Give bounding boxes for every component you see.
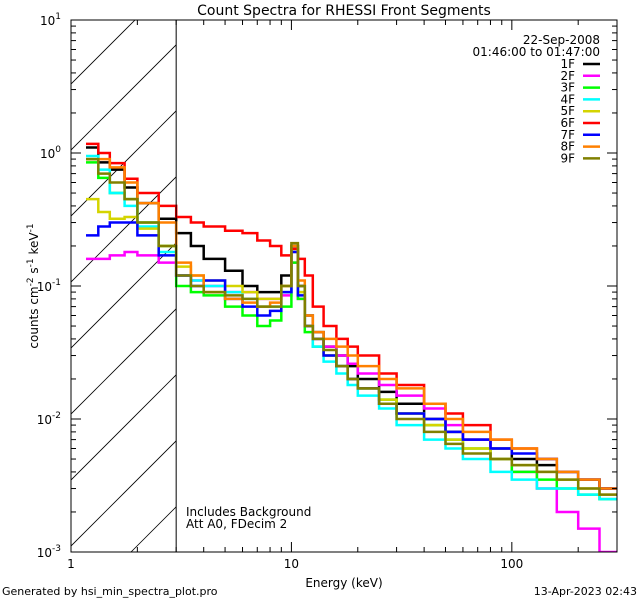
footer-timestamp: 13-Apr-2023 02:43 [534,585,637,598]
legend-label-9F: 9F [560,151,575,165]
hatch-line [0,0,137,552]
legend-label-6F: 6F [560,116,575,130]
time-range-text: 01:46:00 to 01:47:00 [473,45,600,59]
hatch-line [71,242,176,349]
hatch-line [71,20,136,85]
series-line-2F [86,250,617,552]
legend-label-5F: 5F [560,104,575,118]
footer-generated-by: Generated by hsi_min_spectra_plot.pro [2,585,218,598]
x-axis-label: Energy (keV) [305,576,382,590]
legend-label-3F: 3F [560,81,575,95]
series-line-9F [86,157,617,496]
legend-label-7F: 7F [560,128,575,142]
legend-label-1F: 1F [560,57,575,71]
legend-label-2F: 2F [560,69,575,83]
hatch-line [71,308,176,415]
x-tick-label: 1 [67,557,75,571]
legend-label-8F: 8F [560,140,575,154]
legend-label-4F: 4F [560,92,575,106]
hatch-line [263,0,640,552]
series-line-8F [86,157,617,490]
hatch-line [71,374,176,481]
excluded-energy-hatch [0,0,640,552]
annotation-attenuator: Att A0, FDecim 2 [186,517,287,531]
y-tick-label: 100 [40,145,61,161]
x-tick-label: 10 [284,557,299,571]
annotation-background: Includes Background [186,505,311,519]
hatch-line [71,176,176,283]
hatch-line [71,44,176,151]
series-line-6F [86,142,617,490]
date-text: 22-Sep-2008 [523,33,600,47]
y-axis-label: counts cm-2 s-1 keV-1 [26,223,41,348]
y-tick-label: 101 [40,12,61,28]
x-tick-label: 100 [500,557,523,571]
hatch-line [71,440,176,547]
y-tick-label: 10-3 [37,544,61,560]
date-label: 22-Sep-2008 [523,33,600,47]
y-tick-label: 10-2 [37,411,61,427]
chart-title: Count Spectra for RHESSI Front Segments [197,3,491,19]
series-line-1F [86,146,617,490]
y-tick-label: 10-1 [37,278,61,294]
